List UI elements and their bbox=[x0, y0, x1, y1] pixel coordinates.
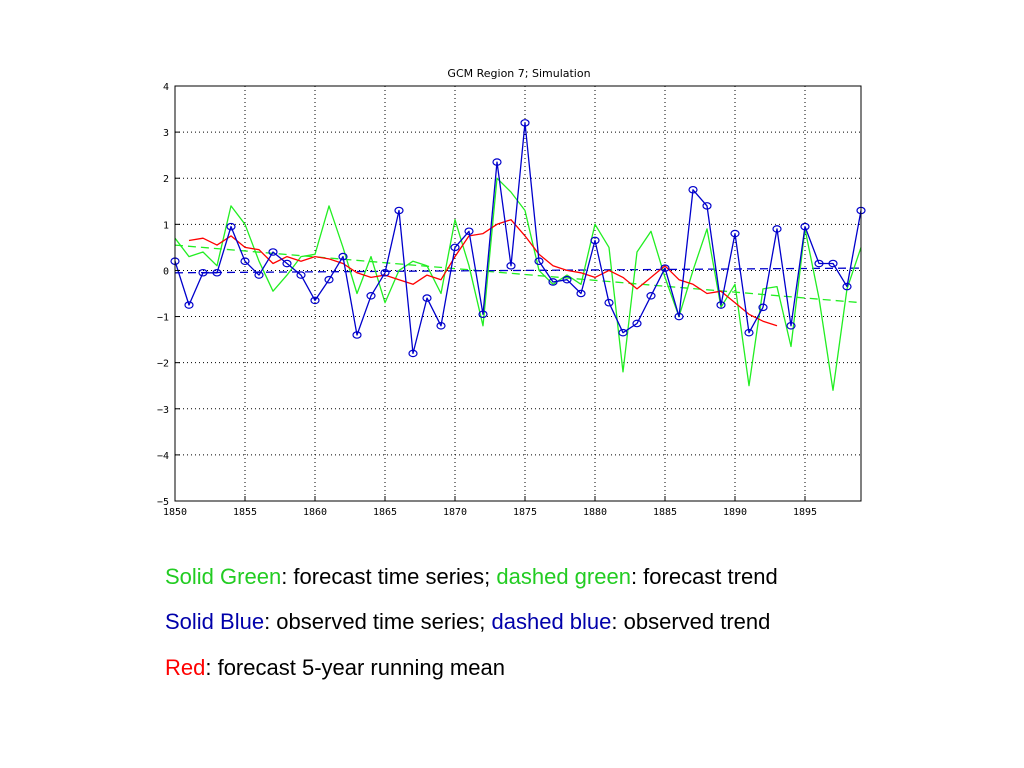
observed-point bbox=[240, 257, 250, 266]
y-tick-label: 3 bbox=[163, 128, 169, 139]
y-axis-ticks: 4 3 2 1 0 −1 −2 −3 −4 −5 bbox=[157, 82, 180, 508]
x-tick-label: 1875 bbox=[513, 507, 537, 518]
y-tick-label: 4 bbox=[163, 82, 169, 93]
observed-point bbox=[198, 268, 208, 277]
observed-point bbox=[450, 243, 460, 252]
observed-point bbox=[716, 301, 726, 309]
x-tick-label: 1890 bbox=[723, 507, 747, 518]
legend-red-desc: : forecast 5-year running mean bbox=[205, 655, 505, 680]
observed-point bbox=[436, 321, 446, 330]
observed-point bbox=[660, 264, 670, 272]
observed-point bbox=[842, 282, 852, 291]
observed-point bbox=[730, 229, 740, 238]
observed-point bbox=[688, 185, 698, 194]
observed-point bbox=[478, 310, 488, 319]
observed-point bbox=[212, 268, 222, 277]
legend-red-term: Red bbox=[165, 655, 206, 680]
legend-running-mean: Red: forecast 5-year running mean bbox=[165, 655, 505, 681]
legend-forecast: Solid Green: forecast time series; dashe… bbox=[165, 564, 778, 590]
chart-title: GCM Region 7; Simulation bbox=[447, 67, 590, 80]
y-tick-label: −3 bbox=[157, 405, 169, 416]
observed-point bbox=[366, 292, 376, 300]
x-tick-label: 1895 bbox=[793, 507, 817, 518]
observed-point bbox=[590, 236, 600, 245]
legend-solid-blue-term: Solid Blue bbox=[165, 609, 265, 634]
y-tick-label: 2 bbox=[163, 174, 169, 185]
y-tick-label: −4 bbox=[157, 451, 169, 462]
observed-point bbox=[618, 328, 628, 337]
observed-point bbox=[772, 225, 782, 233]
observed-point bbox=[562, 275, 572, 284]
observed-point bbox=[744, 328, 754, 337]
observed-point bbox=[310, 296, 320, 305]
series-line-forecast bbox=[174, 177, 862, 391]
series-line-observed bbox=[174, 122, 862, 355]
observed-point bbox=[352, 331, 362, 339]
observed-point bbox=[758, 303, 768, 312]
y-tick-label: −1 bbox=[157, 313, 169, 324]
observed-point bbox=[422, 294, 432, 302]
observed-point bbox=[394, 206, 404, 215]
observed-point bbox=[576, 289, 586, 298]
series-line-forecast-trend bbox=[174, 244, 862, 304]
observed-point bbox=[254, 271, 264, 279]
observed-markers bbox=[170, 119, 866, 358]
observed-point bbox=[296, 271, 306, 279]
plot-frame bbox=[174, 85, 862, 502]
x-tick-label: 1870 bbox=[443, 507, 467, 518]
series-line-observed-trend bbox=[174, 267, 862, 274]
legend-dashed-green-term: dashed green bbox=[496, 564, 631, 589]
observed-point bbox=[646, 292, 656, 300]
trend-lines bbox=[174, 244, 862, 304]
observed-point bbox=[338, 252, 348, 261]
series-lines bbox=[174, 122, 862, 391]
observed-point bbox=[786, 321, 796, 330]
observed-point bbox=[184, 301, 194, 309]
observed-point bbox=[674, 312, 684, 321]
legend-solid-blue-desc: : observed time series; bbox=[264, 609, 492, 634]
observed-point bbox=[814, 259, 824, 268]
observed-point bbox=[282, 259, 292, 268]
observed-point bbox=[506, 262, 516, 270]
x-tick-label: 1860 bbox=[303, 507, 327, 518]
observed-point bbox=[632, 319, 642, 328]
legend-dashed-green-desc: : forecast trend bbox=[630, 564, 778, 589]
y-tick-label: −2 bbox=[157, 359, 169, 370]
x-axis-ticks: 1850 1855 1860 1865 1870 1875 1880 1885 1890 1895 bbox=[163, 496, 817, 518]
observed-point bbox=[408, 349, 418, 358]
x-tick-label: 1855 bbox=[233, 507, 257, 518]
x-tick-label: 1880 bbox=[583, 507, 607, 518]
legend-observed: Solid Blue: observed time series; dashed… bbox=[165, 609, 770, 635]
series-line-forecast-running-mean bbox=[188, 219, 778, 327]
observed-point bbox=[492, 158, 502, 166]
observed-point bbox=[702, 202, 712, 210]
observed-point bbox=[268, 248, 278, 256]
observed-point bbox=[534, 257, 544, 266]
observed-point bbox=[548, 278, 558, 286]
legend-solid-green-term: Solid Green bbox=[165, 564, 282, 589]
observed-point bbox=[324, 275, 334, 284]
legend-solid-green-desc: : forecast time series; bbox=[281, 564, 497, 589]
chart-figure: GCM Region 7; Simulation 1850 1855 1860 186… bbox=[157, 67, 866, 518]
observed-point bbox=[828, 259, 838, 268]
x-tick-label: 1885 bbox=[653, 507, 677, 518]
observed-point bbox=[520, 119, 530, 127]
x-tick-label: 1865 bbox=[373, 507, 397, 518]
observed-point bbox=[464, 227, 474, 236]
x-tick-label: 1850 bbox=[163, 507, 187, 518]
y-tick-label: 1 bbox=[163, 220, 169, 231]
observed-point bbox=[604, 298, 614, 307]
y-tick-label: −5 bbox=[157, 497, 169, 508]
y-tick-label: 0 bbox=[163, 266, 169, 277]
legend-dashed-blue-term: dashed blue bbox=[491, 609, 612, 634]
observed-point bbox=[380, 268, 390, 277]
observed-point bbox=[800, 222, 810, 231]
observed-point bbox=[226, 222, 236, 231]
legend-dashed-blue-desc: : observed trend bbox=[611, 609, 771, 634]
